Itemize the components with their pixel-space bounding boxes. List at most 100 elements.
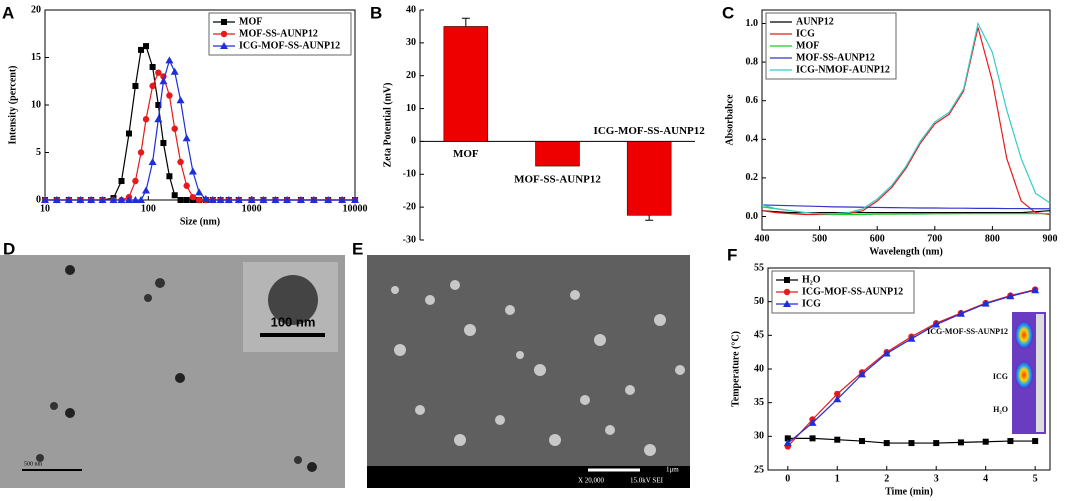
y-tick-label: 0.4 <box>746 134 759 145</box>
marker <box>324 196 333 203</box>
series-line <box>45 71 355 201</box>
marker <box>783 300 791 307</box>
y-tick-label: 20 <box>31 4 41 15</box>
bar <box>443 26 489 142</box>
y-axis-label: Intensity (percent) <box>7 66 18 145</box>
marker <box>64 196 73 203</box>
particle <box>307 462 317 472</box>
marker <box>808 418 817 426</box>
marker <box>224 196 233 203</box>
marker <box>142 116 150 123</box>
marker <box>182 134 191 142</box>
marker <box>982 438 989 445</box>
marker <box>882 349 891 357</box>
marker <box>296 196 305 203</box>
legend-label: MOF <box>796 40 819 51</box>
marker <box>234 196 243 203</box>
x-tick-label: 100 <box>141 203 156 214</box>
marker <box>154 115 163 123</box>
sem-image: X 20,000 15.0kV SEI 1μm E <box>352 239 690 488</box>
marker <box>784 277 790 283</box>
marker <box>271 196 280 203</box>
y-tick-label: 0.2 <box>746 172 759 183</box>
marker <box>784 435 791 442</box>
marker <box>155 69 162 76</box>
marker <box>195 196 203 204</box>
marker <box>125 196 134 203</box>
marker <box>171 125 178 132</box>
marker <box>283 196 292 203</box>
legend-label: MOF-SS-AUNP12 <box>239 28 318 39</box>
marker <box>956 309 965 317</box>
particle <box>50 402 58 410</box>
x-tick-label: 600 <box>870 233 885 244</box>
scale-label: 100 nm <box>271 314 316 329</box>
legend-label: H₂O <box>802 274 821 285</box>
marker <box>131 196 140 203</box>
legend-label: ICG-NMOF-AUNP12 <box>796 64 890 75</box>
y-tick-label: 30 <box>754 431 764 442</box>
marker <box>138 46 145 53</box>
marker <box>221 19 227 25</box>
y-tick-label: 0.8 <box>746 56 759 67</box>
particle <box>65 408 75 418</box>
marker <box>188 167 197 175</box>
x-tick-label: 5 <box>1033 473 1038 484</box>
x-tick-label: 1 <box>835 473 840 484</box>
thermal-inset <box>1012 312 1046 434</box>
marker <box>883 440 890 447</box>
marker <box>155 102 162 108</box>
marker <box>87 196 96 203</box>
y-tick-label: 20 <box>406 70 416 81</box>
y-tick-label: 1.0 <box>746 18 759 29</box>
x-tick-label: 3 <box>934 473 939 484</box>
y-axis-label: Temperature (°C) <box>730 331 741 407</box>
marker <box>834 436 841 443</box>
y-tick-label: 10 <box>31 99 41 110</box>
x-tick-label: 10000 <box>343 203 368 214</box>
marker <box>183 197 190 203</box>
y-tick-label: 55 <box>754 262 764 273</box>
legend-label: ICG <box>802 298 821 309</box>
particle <box>144 294 152 302</box>
marker <box>247 196 256 203</box>
marker <box>159 77 168 85</box>
y-tick-label: 35 <box>754 397 764 408</box>
y-tick-label: 30 <box>406 37 416 48</box>
scale-label: 500 nm <box>24 461 43 467</box>
marker <box>933 440 940 447</box>
x-tick-label: 700 <box>927 233 942 244</box>
y-tick-label: 0 <box>411 136 416 147</box>
panel-label: F <box>727 245 737 264</box>
y-tick-label: 0 <box>36 194 41 205</box>
y-tick-label: -10 <box>403 169 416 180</box>
x-axis-label: Time (min) <box>885 486 933 497</box>
category-label: MOF <box>453 148 479 160</box>
legend-label: MOF-SS-AUNP12 <box>796 52 875 63</box>
y-tick-label: 0.0 <box>746 211 759 222</box>
marker <box>165 56 174 64</box>
marker <box>109 196 118 203</box>
hot-spot <box>1015 321 1033 349</box>
panel-label: D <box>3 239 15 258</box>
voltage: 15.0kV SEI <box>630 477 664 485</box>
panel-label: A <box>2 3 14 22</box>
marker <box>142 186 151 194</box>
y-tick-label: 50 <box>754 296 764 307</box>
legend-label: ICG-MOF-SS-AUNP12 <box>802 286 903 297</box>
marker <box>183 182 190 189</box>
marker <box>208 196 217 203</box>
marker <box>143 43 150 50</box>
x-tick-label: 500 <box>812 233 827 244</box>
particle <box>155 278 165 288</box>
particle <box>268 275 318 325</box>
marker <box>137 196 146 203</box>
tem-image: 100 nm 500 nm D <box>0 239 345 488</box>
marker <box>166 173 173 180</box>
marker <box>132 177 139 185</box>
legend-label: ICG <box>796 28 815 39</box>
x-tick-label: 2 <box>884 473 889 484</box>
error-bar <box>645 215 654 221</box>
panel-label: E <box>352 239 363 258</box>
marker <box>118 178 125 184</box>
